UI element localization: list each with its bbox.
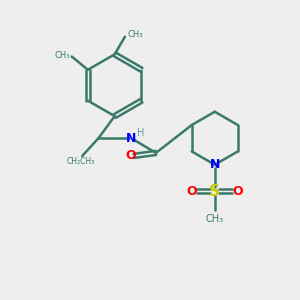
Text: O: O: [187, 185, 197, 198]
Text: H: H: [136, 128, 144, 138]
Text: CH₃: CH₃: [54, 50, 70, 59]
Text: CH₂CH₃: CH₂CH₃: [67, 158, 95, 166]
Text: O: O: [232, 185, 243, 198]
Text: N: N: [210, 158, 220, 171]
Text: N: N: [126, 132, 136, 145]
Text: O: O: [125, 149, 136, 162]
Text: CH₃: CH₃: [206, 214, 224, 224]
Text: S: S: [209, 184, 220, 199]
Text: CH₃: CH₃: [127, 30, 142, 39]
